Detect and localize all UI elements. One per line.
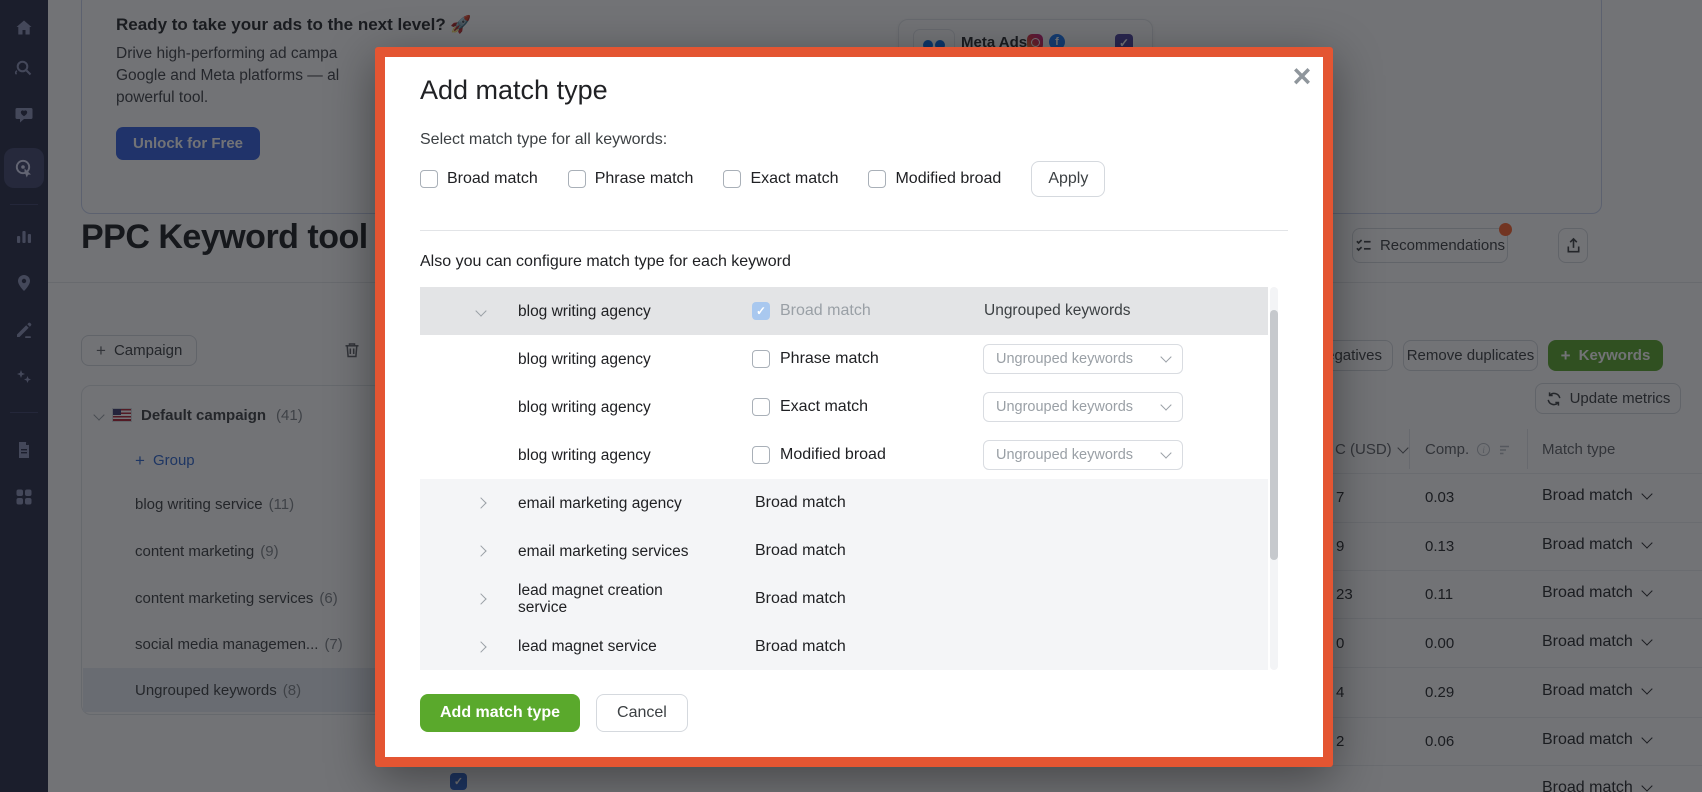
group-name-text: Ungrouped keywords [984, 302, 1131, 319]
match-label: Modified broad [780, 446, 886, 463]
modified-broad-label: Modified broad [895, 170, 1002, 187]
close-icon[interactable] [1285, 59, 1319, 93]
phrase-match-option[interactable]: Phrase match [567, 170, 694, 188]
modal-subtitle: Select match type for all keywords: [420, 131, 668, 148]
group-select[interactable]: Ungrouped keywords [983, 344, 1183, 374]
match-type-options-row: Broad match Phrase match Exact match Mod… [420, 160, 1106, 198]
phrase-match-checkbox[interactable] [567, 170, 586, 188]
keyword-match-list: blog writing agency ✓ Broad match Ungrou… [420, 287, 1268, 670]
match-type-text: Broad match [755, 542, 846, 559]
scrollbar-thumb[interactable] [1270, 310, 1278, 560]
phrase-match-label: Phrase match [594, 170, 694, 187]
keyword-row-expanded[interactable]: blog writing agency ✓ Broad match Ungrou… [420, 287, 1268, 335]
keyword-text: email marketing services [518, 542, 689, 560]
phrase-match-checkbox[interactable] [752, 350, 770, 368]
modified-broad-checkbox[interactable] [868, 170, 887, 188]
chevron-right-icon[interactable] [475, 545, 487, 557]
modal-footer: Add match type Cancel [420, 694, 688, 732]
broad-match-option[interactable]: Broad match [420, 170, 538, 188]
broad-match-checkbox[interactable] [420, 170, 438, 188]
keyword-variant-row: blog writing agency Phrase match Ungroup… [420, 335, 1268, 383]
match-type-text: Broad match [755, 590, 846, 607]
add-match-type-submit-button[interactable]: Add match type [420, 694, 581, 732]
modified-broad-option[interactable]: Modified broad [868, 170, 1001, 188]
match-label: Exact match [780, 398, 869, 415]
chevron-down-icon[interactable] [475, 305, 487, 317]
modal-divider [420, 230, 1288, 231]
modal-title: Add match type [420, 75, 608, 105]
chevron-down-icon [1160, 399, 1172, 411]
keyword-row-collapsed[interactable]: lead magnet service Broad match [420, 623, 1268, 670]
chevron-right-icon[interactable] [475, 593, 487, 605]
keyword-text: blog writing agency [518, 350, 651, 368]
match-type-text: Broad match [755, 637, 846, 655]
cancel-button[interactable]: Cancel [596, 694, 688, 732]
broad-match-checkbox-checked[interactable]: ✓ [752, 302, 770, 320]
add-match-type-modal: Add match type Select match type for all… [375, 47, 1333, 767]
group-select[interactable]: Ungrouped keywords [983, 392, 1183, 422]
apply-button[interactable]: Apply [1031, 161, 1106, 197]
match-type-text: Broad match [755, 494, 846, 511]
exact-match-label: Exact match [750, 170, 839, 187]
match-label: Broad match [780, 302, 871, 319]
chevron-down-icon [1160, 351, 1172, 363]
group-select-value: Ungrouped keywords [996, 351, 1134, 367]
group-select[interactable]: Ungrouped keywords [983, 440, 1183, 470]
match-label: Phrase match [780, 350, 879, 367]
keyword-variant-row: blog writing agency Exact match Ungroupe… [420, 383, 1268, 431]
keyword-text: lead magnet creation service [518, 582, 663, 616]
keyword-text: blog writing agency [518, 446, 651, 464]
keyword-text: blog writing agency [518, 302, 651, 320]
exact-match-checkbox[interactable] [752, 398, 770, 416]
chevron-down-icon [1160, 447, 1172, 459]
keyword-text: blog writing agency [518, 398, 651, 416]
exact-match-option[interactable]: Exact match [723, 170, 838, 188]
group-select-value: Ungrouped keywords [996, 447, 1134, 463]
group-select-value: Ungrouped keywords [996, 399, 1134, 415]
chevron-right-icon[interactable] [475, 497, 487, 509]
broad-match-label: Broad match [447, 170, 538, 187]
keyword-row-collapsed[interactable]: email marketing agency Broad match [420, 479, 1268, 527]
keyword-text: lead magnet service [518, 638, 657, 655]
configure-hint: Also you can configure match type for ea… [420, 253, 791, 270]
modified-broad-checkbox[interactable] [752, 446, 770, 464]
chevron-right-icon[interactable] [475, 640, 487, 653]
keyword-row-collapsed[interactable]: lead magnet creation service Broad match [420, 575, 1268, 623]
keyword-text: email marketing agency [518, 494, 682, 512]
keyword-row-collapsed[interactable]: email marketing services Broad match [420, 527, 1268, 575]
keyword-variant-row: blog writing agency Modified broad Ungro… [420, 431, 1268, 479]
exact-match-checkbox[interactable] [723, 170, 742, 188]
modal-list-scrollbar[interactable] [1270, 287, 1278, 670]
